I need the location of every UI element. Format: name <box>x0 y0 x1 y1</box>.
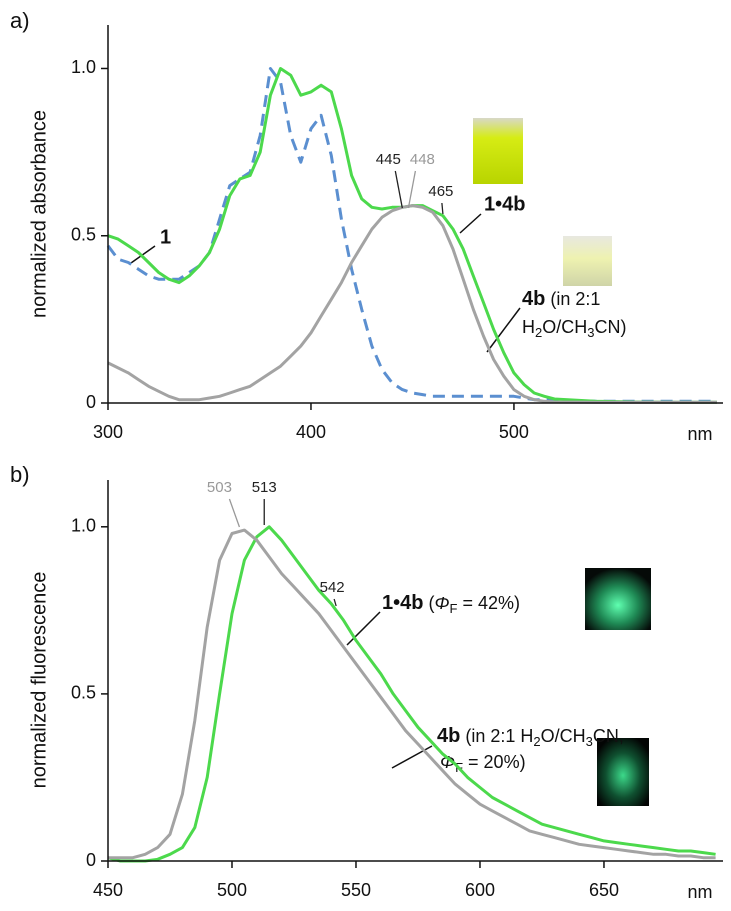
y-tick-label: 0.5 <box>71 683 96 703</box>
series-line <box>107 67 717 404</box>
leader-line <box>486 307 521 353</box>
series-label: 1•4b (ΦF = 42%) <box>382 592 520 616</box>
x-tick-label: 650 <box>589 880 619 900</box>
series-label: 1•4b <box>484 193 525 215</box>
peak-label: 448 <box>410 151 435 168</box>
peak-marker <box>394 170 403 209</box>
x-axis-label: nm <box>687 882 712 902</box>
y-tick-label: 1.0 <box>71 516 96 536</box>
series-note: H2O/CH3CN) <box>522 317 626 341</box>
peak-marker <box>407 170 417 209</box>
y-tick-label: 0 <box>86 850 96 870</box>
y-tick-label: 0.5 <box>71 224 96 244</box>
note: (in 2:1 <box>545 289 600 309</box>
x-tick-label: 600 <box>465 880 495 900</box>
peak-label: 513 <box>252 479 277 496</box>
x-tick-label: 500 <box>217 880 247 900</box>
x-axis-label: nm <box>687 424 712 444</box>
leader-line <box>346 611 381 646</box>
series-line <box>106 67 717 403</box>
panel-label: b) <box>10 462 30 487</box>
series-name: 4b <box>437 725 460 747</box>
note: 3 <box>587 325 594 340</box>
note: = 42%) <box>458 593 521 613</box>
x-tick-label: 550 <box>341 880 371 900</box>
series-note: ΦF = 20%) <box>440 752 526 776</box>
peak-label: 465 <box>428 183 453 200</box>
note: 2 <box>535 325 542 340</box>
peak-marker <box>228 498 241 528</box>
vial-photo <box>597 738 649 806</box>
note: O/CH <box>542 317 587 337</box>
series-line <box>107 204 717 404</box>
series-name: 4b <box>522 288 545 310</box>
y-axis-label: normalized fluorescence <box>28 572 50 789</box>
note: F <box>450 601 458 616</box>
note: ( <box>423 593 434 613</box>
series-label: 1 <box>160 226 171 248</box>
peak-label: 503 <box>207 479 232 496</box>
x-tick-label: 500 <box>499 422 529 442</box>
x-tick-label: 400 <box>296 422 326 442</box>
leader-line <box>459 213 482 234</box>
note: 2 <box>533 734 540 749</box>
note: CN, <box>593 726 624 746</box>
note: CN) <box>594 317 626 337</box>
x-tick-label: 450 <box>93 880 123 900</box>
y-axis-label: normalized absorbance <box>28 110 50 318</box>
note: Φ <box>434 593 449 613</box>
vial-photo <box>585 568 651 630</box>
vial-photo <box>473 118 523 184</box>
vial-photo <box>563 236 612 286</box>
series-line <box>108 528 716 860</box>
series-label: 4b (in 2:1 <box>522 288 600 310</box>
leader-line <box>391 745 433 769</box>
panel-label: a) <box>10 8 30 33</box>
peak-label: 542 <box>320 579 345 596</box>
x-tick-label: 300 <box>93 422 123 442</box>
peak-marker <box>441 202 444 215</box>
leader-line <box>130 245 156 264</box>
series-label: 4b (in 2:1 H2O/CH3CN, <box>437 725 624 749</box>
peak-marker <box>333 598 337 607</box>
note: 3 <box>586 734 593 749</box>
peak-label: 445 <box>376 151 401 168</box>
note: O/CH <box>541 726 586 746</box>
note: (in 2:1 H <box>460 726 533 746</box>
series-name: 1•4b <box>382 592 423 614</box>
y-tick-label: 1.0 <box>71 57 96 77</box>
series-line <box>107 525 716 863</box>
note: = 20%) <box>463 752 526 772</box>
note: H <box>522 317 535 337</box>
y-tick-label: 0 <box>86 392 96 412</box>
